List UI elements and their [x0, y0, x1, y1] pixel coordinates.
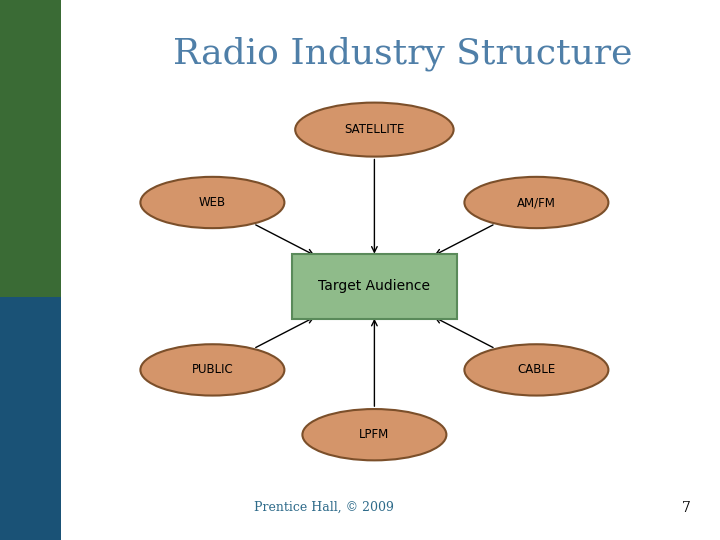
Text: PUBLIC: PUBLIC — [192, 363, 233, 376]
Text: 7: 7 — [683, 501, 691, 515]
Text: LPFM: LPFM — [359, 428, 390, 441]
Text: SATELLITE: SATELLITE — [344, 123, 405, 136]
Text: Radio Industry Structure: Radio Industry Structure — [174, 37, 633, 71]
Text: Prentice Hall, © 2009: Prentice Hall, © 2009 — [254, 501, 394, 514]
Text: WEB: WEB — [199, 196, 226, 209]
Bar — [0, 297, 61, 540]
Ellipse shape — [464, 177, 608, 228]
Bar — [0, 0, 61, 297]
Ellipse shape — [140, 177, 284, 228]
Text: CABLE: CABLE — [517, 363, 556, 376]
Text: AM/FM: AM/FM — [517, 196, 556, 209]
Ellipse shape — [302, 409, 446, 460]
Ellipse shape — [464, 345, 608, 395]
Text: Target Audience: Target Audience — [318, 279, 431, 293]
FancyBboxPatch shape — [292, 254, 457, 319]
Ellipse shape — [295, 103, 454, 157]
Ellipse shape — [140, 345, 284, 395]
